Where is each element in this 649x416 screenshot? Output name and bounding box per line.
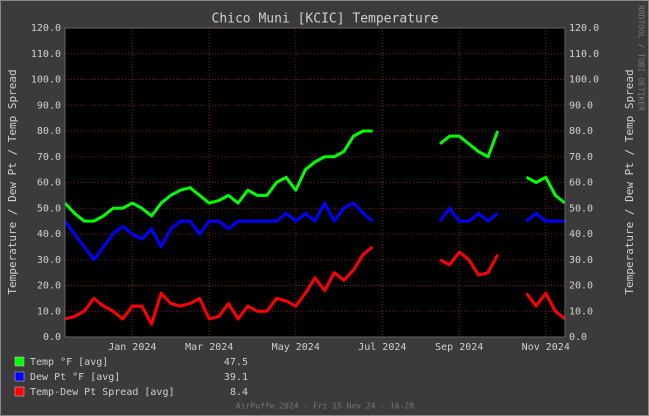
series-line — [439, 130, 500, 159]
legend-label: Dew Pt °F [avg] — [30, 372, 120, 383]
series-line — [64, 245, 374, 326]
series-line — [63, 201, 374, 262]
legend-value: 39.1 — [224, 372, 248, 383]
y-tick-label-right: 110.0 — [569, 49, 599, 60]
series-line — [439, 250, 500, 277]
x-tick-label: Nov 2024 — [522, 342, 570, 353]
y-tick-label: 0.0 — [43, 332, 61, 343]
y-axis-label: Temperature / Dew Pt / Temp Spread — [6, 69, 19, 294]
y-tick-label-right: 70.0 — [569, 152, 593, 163]
series-line — [525, 211, 565, 223]
x-tick-label: Mar 2024 — [185, 342, 233, 353]
y-tick-label-right: 10.0 — [569, 306, 593, 317]
side-label: RRDTOOL / TOBI OETIKER — [637, 5, 646, 111]
footer: AirPuffe 2024 - Fri 15 Nov 24 - 16:28 — [236, 402, 414, 411]
y-tick-label: 50.0 — [37, 203, 61, 214]
y-tick-label: 100.0 — [31, 75, 61, 86]
plot-border — [64, 27, 566, 338]
x-tick-label: Jul 2024 — [358, 342, 406, 353]
y-tick-label-right: 80.0 — [569, 126, 593, 137]
legend-swatch — [14, 371, 25, 382]
y-tick-label-right: 20.0 — [569, 281, 593, 292]
y-tick-label: 90.0 — [37, 100, 61, 111]
y-tick-label-right: 120.0 — [569, 23, 599, 34]
series-line — [63, 129, 373, 223]
y-tick-label: 40.0 — [37, 229, 61, 240]
y-tick-label: 80.0 — [37, 126, 61, 137]
x-tick-label: Jan 2024 — [108, 342, 156, 353]
legend-label: Temp-Dew Pt Spread [avg] — [30, 387, 175, 398]
y-tick-label-right: 40.0 — [569, 229, 593, 240]
y-tick-label: 70.0 — [37, 152, 61, 163]
series-line — [525, 175, 566, 205]
y-tick-label: 10.0 — [37, 306, 61, 317]
legend-swatch — [14, 386, 25, 397]
y-tick-label-right: 90.0 — [569, 100, 593, 111]
legend-swatch — [14, 356, 25, 367]
chart-title: Chico Muni [KCIC] Temperature — [212, 12, 439, 27]
y-axis-label-right: Temperature / Dew Pt / Temp Spread — [623, 69, 636, 294]
y-tick-label-right: 0.0 — [569, 332, 587, 343]
legend-value: 8.4 — [230, 387, 248, 398]
y-tick-label-right: 100.0 — [569, 75, 599, 86]
y-tick-label: 120.0 — [31, 23, 61, 34]
y-tick-label: 30.0 — [37, 255, 61, 266]
y-tick-label: 110.0 — [31, 49, 61, 60]
series-line — [525, 291, 566, 321]
y-tick-label-right: 60.0 — [569, 178, 593, 189]
y-tick-label-right: 30.0 — [569, 255, 593, 266]
y-tick-label: 60.0 — [37, 178, 61, 189]
y-tick-label: 20.0 — [37, 281, 61, 292]
legend-label: Temp °F [avg] — [30, 357, 108, 368]
x-tick-label: May 2024 — [272, 342, 320, 353]
series-line — [438, 206, 499, 223]
legend-value: 47.5 — [224, 357, 248, 368]
x-tick-label: Sep 2024 — [435, 342, 483, 353]
y-tick-label-right: 50.0 — [569, 203, 593, 214]
